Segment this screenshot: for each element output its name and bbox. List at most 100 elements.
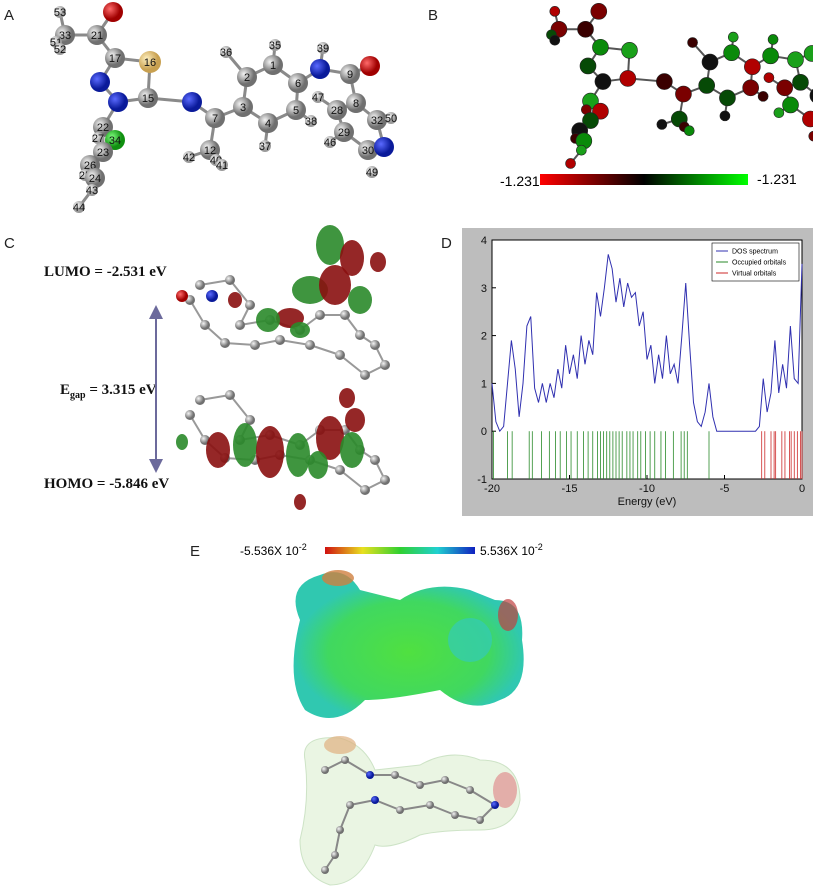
atom [200, 320, 210, 330]
bond [334, 829, 341, 856]
atom [93, 142, 113, 162]
color-bar [540, 174, 748, 185]
atom [656, 119, 668, 130]
atom-label: 29 [338, 127, 350, 139]
atom [576, 144, 587, 156]
atom-label: 37 [259, 141, 271, 153]
bond [429, 804, 456, 816]
atom-label: 2 [244, 72, 250, 84]
atom [288, 73, 308, 93]
x-axis-label: Energy (eV) [618, 496, 677, 508]
atom [138, 88, 158, 108]
bond [339, 469, 366, 491]
atom [763, 72, 775, 83]
esp-region [493, 772, 517, 808]
y-tick-label: -1 [477, 474, 487, 486]
atom [579, 57, 597, 75]
mantissa: 5.536X 10 [480, 544, 535, 558]
atom [346, 801, 354, 809]
atom [275, 335, 285, 345]
atom [370, 340, 380, 350]
atom [374, 137, 394, 157]
atom [310, 59, 330, 79]
atom [426, 801, 434, 809]
atom-label: 46 [324, 137, 336, 149]
atom [259, 140, 271, 152]
atom [621, 42, 638, 59]
atom [727, 31, 739, 43]
orbital-lobe [206, 432, 230, 468]
bond [309, 344, 341, 356]
orbital-lobe [256, 308, 280, 332]
atom [582, 112, 599, 129]
atom [331, 851, 339, 859]
orbital-lobe [345, 408, 365, 432]
atom [263, 55, 283, 75]
bond [419, 779, 446, 786]
atom [176, 290, 188, 302]
atom-label: 33 [59, 30, 71, 42]
atom [103, 2, 123, 22]
atom [355, 330, 365, 340]
y-tick-label: 0 [481, 426, 487, 438]
atom [594, 73, 612, 90]
scale-max-label: 5.536X 10-2 [480, 542, 543, 558]
gap-symbol: E [60, 382, 70, 398]
atom-label: 12 [204, 145, 216, 157]
atom [335, 350, 345, 360]
atom [85, 168, 105, 188]
dos-line [491, 254, 803, 433]
atom [341, 756, 349, 764]
atom [334, 122, 354, 142]
atom [549, 34, 561, 46]
scale-min-label: -5.536X 10-2 [240, 542, 307, 558]
bond [224, 342, 256, 346]
atom [683, 125, 695, 136]
atom [360, 370, 370, 380]
atom [380, 475, 390, 485]
atom [396, 806, 404, 814]
x-tick-label: -10 [639, 483, 655, 495]
atom [182, 92, 202, 112]
atom [776, 79, 794, 97]
bond [339, 354, 366, 376]
atom [324, 136, 336, 148]
atom [577, 20, 594, 38]
panel-b: B -1.231 -1.231 [428, 3, 813, 189]
atom [773, 107, 785, 119]
atom-label: 49 [366, 167, 378, 179]
esp-surface [293, 572, 524, 718]
atom [491, 801, 499, 809]
atom [335, 465, 345, 475]
esp-region [498, 599, 518, 631]
atom [235, 320, 245, 330]
atom [195, 395, 205, 405]
atom [687, 37, 698, 48]
atom [340, 64, 360, 84]
atom [441, 776, 449, 784]
atom [742, 79, 759, 97]
esp-region [324, 736, 356, 754]
atom [286, 100, 306, 120]
atom-label: 53 [54, 7, 66, 19]
atom [367, 110, 387, 130]
atom-label: 5 [293, 105, 299, 117]
atom-label: 36 [220, 47, 232, 59]
atom [245, 300, 255, 310]
atom [258, 113, 278, 133]
atom [380, 360, 390, 370]
orbital-lobe [348, 286, 372, 314]
atom [340, 310, 350, 320]
bond [199, 279, 231, 286]
gap-label: Egap = 3.315 eV [60, 382, 157, 401]
atom [336, 826, 344, 834]
bond [394, 774, 421, 786]
atom-label: 32 [371, 115, 383, 127]
atom [317, 42, 329, 54]
atom [195, 280, 205, 290]
atom [592, 38, 609, 56]
bond [229, 394, 251, 421]
atom-label: 52 [54, 44, 66, 56]
atom [565, 158, 576, 169]
